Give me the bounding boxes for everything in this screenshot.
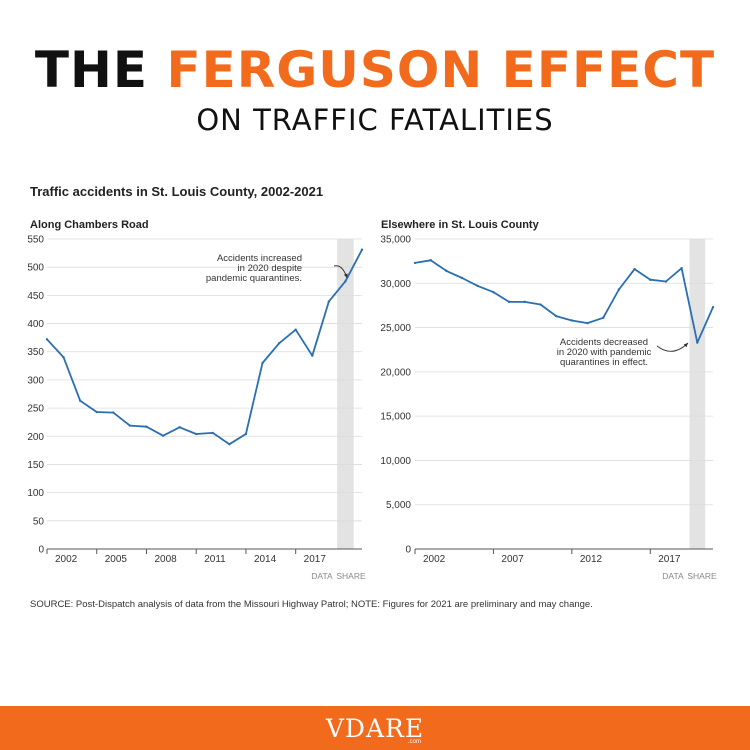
chambers-x-tick-label: 2005 bbox=[105, 554, 128, 565]
chambers-data-point bbox=[211, 431, 214, 435]
chambers-data-point bbox=[228, 442, 231, 446]
elsewhere-x-tick-label: 2012 bbox=[580, 554, 603, 565]
footer-bar: VDARE .com bbox=[0, 706, 750, 750]
chambers-y-tick-label: 50 bbox=[33, 516, 45, 527]
elsewhere-data-point bbox=[460, 276, 464, 280]
logo-domain: .com bbox=[408, 739, 422, 745]
elsewhere-data-point bbox=[586, 321, 589, 325]
elsewhere-share-link[interactable]: SHARE bbox=[687, 571, 717, 581]
chambers-y-tick-label: 150 bbox=[27, 460, 44, 471]
chambers-data-point bbox=[327, 300, 331, 303]
chambers-y-tick-label: 350 bbox=[27, 347, 44, 358]
elsewhere-x-tick-label: 2017 bbox=[658, 554, 681, 565]
chambers-y-tick-label: 200 bbox=[27, 432, 44, 443]
elsewhere-highlight-2020 bbox=[689, 239, 706, 549]
charts-svg: Along Chambers Road 0 50 100 150 200 250 300 350… bbox=[27, 219, 717, 581]
elsewhere-data-point bbox=[507, 300, 511, 304]
chambers-data-point bbox=[128, 424, 132, 427]
elsewhere-x-tick-label: 2002 bbox=[423, 554, 446, 565]
chambers-y-tick-label: 550 bbox=[27, 235, 44, 246]
elsewhere-annotation-arrow bbox=[656, 342, 689, 352]
chambers-x-tick-label: 2011 bbox=[204, 554, 226, 565]
chambers-share-link[interactable]: SHARE bbox=[336, 571, 366, 581]
chambers-highlight-2020 bbox=[337, 239, 354, 549]
elsewhere-data-point bbox=[617, 288, 621, 291]
chambers-arrowhead bbox=[343, 273, 348, 278]
elsewhere-annotation-line: Accidents decreased bbox=[560, 337, 648, 348]
chambers-y-tick-label: 250 bbox=[27, 404, 44, 415]
elsewhere-data-point bbox=[649, 278, 652, 281]
headline-line-2: ON TRAFFIC FATALITIES bbox=[196, 103, 554, 137]
chambers-y-tick-label: 450 bbox=[27, 291, 44, 302]
headline-the: THE bbox=[34, 41, 149, 99]
elsewhere-data-point bbox=[602, 316, 605, 320]
elsewhere-y-tick-label: 5,000 bbox=[386, 500, 411, 511]
elsewhere-data-point bbox=[445, 269, 448, 273]
chambers-data-point bbox=[360, 248, 364, 251]
chart-heading: Traffic accidents in St. Louis County, 2… bbox=[30, 184, 324, 199]
elsewhere-y-tick-label: 20,000 bbox=[380, 367, 411, 378]
chambers-x-tick-label: 2008 bbox=[154, 554, 177, 565]
chambers-y-tick-label: 300 bbox=[27, 375, 44, 386]
elsewhere-subtitle: Elsewhere in St. Louis County bbox=[381, 219, 540, 231]
chambers-data-point bbox=[145, 425, 148, 428]
chambers-data-point bbox=[161, 434, 165, 437]
chambers-x-tick-label: 2017 bbox=[304, 554, 327, 565]
elsewhere-arrowhead bbox=[683, 343, 688, 348]
elsewhere-data-point bbox=[696, 341, 699, 344]
chambers-data-point bbox=[195, 432, 198, 436]
elsewhere-data-point bbox=[633, 267, 636, 271]
elsewhere-data-point bbox=[492, 290, 495, 294]
chambers-y-tick-label: 0 bbox=[38, 545, 44, 556]
elsewhere-annotation-line: quarantines in effect. bbox=[560, 357, 648, 368]
elsewhere-data-point bbox=[539, 303, 542, 306]
headline-line-1: THE FERGUSON EFFECT bbox=[0, 40, 750, 100]
chambers-x-tick-label: 2014 bbox=[254, 554, 277, 565]
chambers-data-point bbox=[344, 280, 347, 283]
chambers-data-point bbox=[78, 399, 82, 402]
chambers-data-point bbox=[95, 410, 98, 414]
chambers-data-point bbox=[277, 342, 281, 345]
chambers-y-tick-label: 100 bbox=[27, 488, 44, 499]
source-note: SOURCE: Post-Dispatch analysis of data f… bbox=[30, 599, 593, 610]
chambers-data-point bbox=[45, 338, 49, 341]
elsewhere-data-point bbox=[476, 284, 479, 288]
elsewhere-y-tick-label: 30,000 bbox=[380, 279, 411, 290]
elsewhere-data-point bbox=[680, 267, 683, 270]
elsewhere-data-point bbox=[554, 314, 558, 318]
chambers-annotation-line: Accidents increased bbox=[217, 253, 302, 264]
chambers-data-point bbox=[112, 411, 115, 414]
chambers-data-point bbox=[244, 432, 248, 436]
chambers-y-tick-label: 400 bbox=[27, 319, 44, 330]
chambers-x-tick-label: 2002 bbox=[55, 554, 78, 565]
chambers-annotation-line: pandemic quarantines. bbox=[206, 273, 302, 284]
elsewhere-y-tick-label: 35,000 bbox=[380, 235, 411, 246]
chambers-data-link[interactable]: DATA bbox=[311, 571, 333, 581]
chambers-annotation-line: in 2020 despite bbox=[238, 263, 302, 274]
chambers-subtitle: Along Chambers Road bbox=[30, 219, 149, 231]
elsewhere-data-point bbox=[570, 319, 574, 322]
elsewhere-data-point bbox=[429, 259, 432, 262]
chambers-data-point bbox=[62, 356, 65, 359]
elsewhere-data-point bbox=[664, 280, 668, 283]
chambers-data-point bbox=[311, 354, 314, 357]
chambers-data-point bbox=[294, 328, 297, 331]
elsewhere-data-link[interactable]: DATA bbox=[662, 571, 684, 581]
elsewhere-y-tick-label: 25,000 bbox=[380, 323, 411, 334]
chambers-data-point bbox=[261, 361, 264, 365]
chambers-data-point bbox=[178, 426, 181, 429]
elsewhere-y-tick-label: 10,000 bbox=[380, 456, 411, 467]
elsewhere-data-point bbox=[711, 306, 715, 309]
headline-ferguson-effect: FERGUSON EFFECT bbox=[166, 41, 716, 99]
elsewhere-annotation-line: in 2020 with pandemic bbox=[557, 347, 652, 358]
elsewhere-data-point bbox=[523, 300, 526, 304]
elsewhere-data-point bbox=[413, 261, 417, 265]
elsewhere-series-line bbox=[414, 259, 714, 344]
elsewhere-y-tick-label: 0 bbox=[405, 545, 411, 556]
elsewhere-y-tick-label: 15,000 bbox=[380, 412, 411, 423]
chambers-series-line bbox=[46, 249, 363, 446]
vdare-logo[interactable]: VDARE bbox=[325, 714, 425, 743]
elsewhere-x-tick-label: 2007 bbox=[501, 554, 524, 565]
chambers-y-tick-label: 500 bbox=[27, 263, 44, 274]
